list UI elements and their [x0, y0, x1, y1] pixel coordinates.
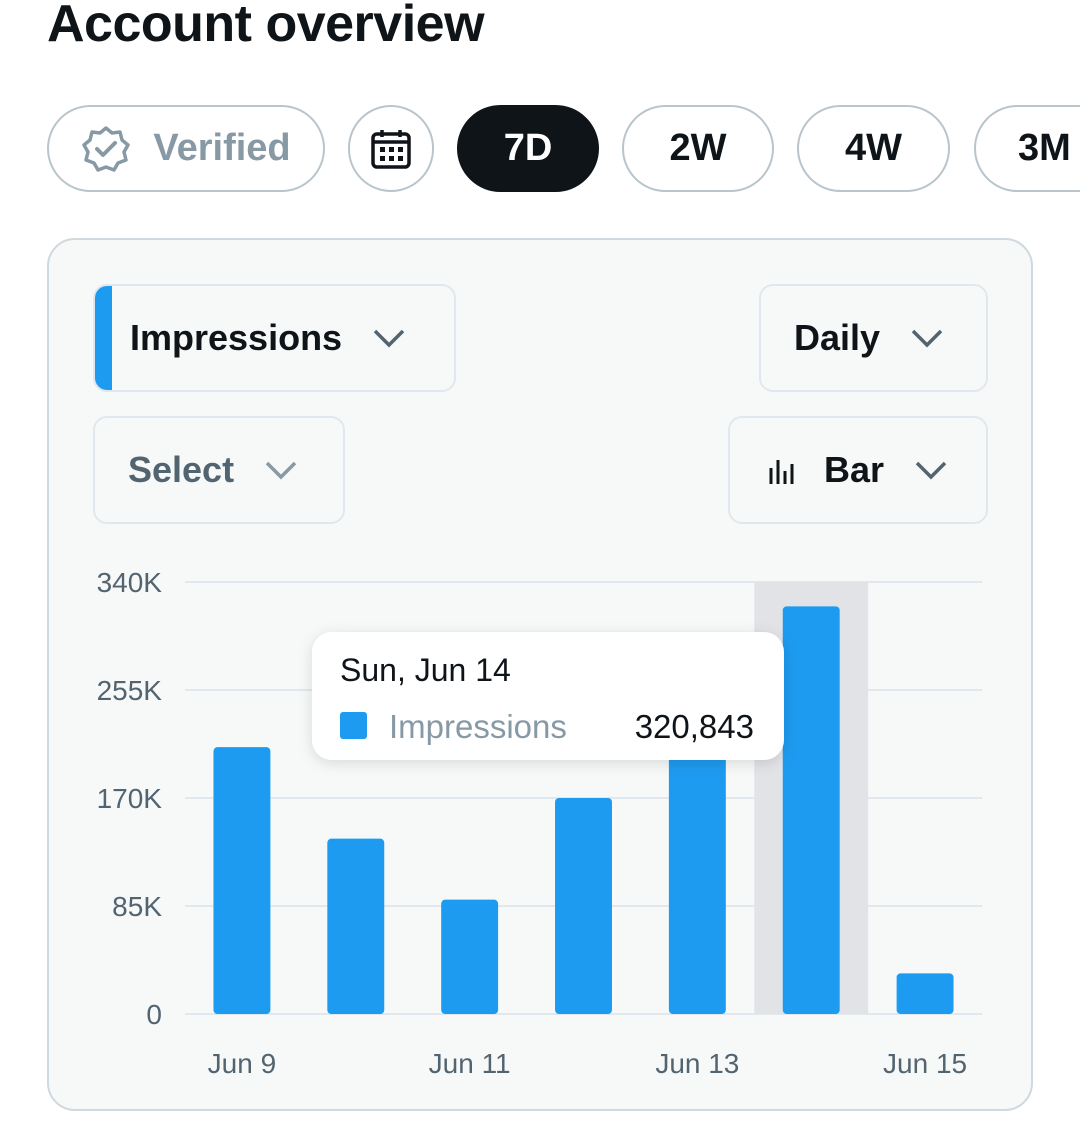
x-tick-label: Jun 15: [883, 1048, 967, 1079]
range-chip[interactable]: 7D: [457, 105, 599, 192]
bar: [896, 973, 954, 1014]
y-tick-label: 85K: [112, 891, 162, 922]
range-chip[interactable]: 4W: [797, 105, 950, 192]
x-tick-label: Jun 11: [429, 1048, 511, 1079]
chevron: [911, 329, 943, 348]
metric-dropdown[interactable]: Impressions: [93, 284, 456, 392]
y-tick-label: 340K: [97, 567, 163, 598]
tooltip-value: 320,843: [635, 708, 754, 745]
metric-label: Impressions: [130, 317, 343, 358]
bar: [213, 747, 271, 1014]
x-tick-label: Jun 9: [208, 1048, 277, 1079]
x-tick-label: Jun 13: [655, 1048, 739, 1079]
verified-chip[interactable]: Verified: [47, 105, 325, 192]
range-chip[interactable]: 3M: [974, 105, 1080, 192]
y-tick-label: 0: [146, 999, 162, 1030]
interval-label: Daily: [794, 317, 881, 358]
y-tick-label: 255K: [97, 675, 163, 706]
chart-type-label: Bar: [824, 449, 885, 490]
compare-label: Select: [128, 449, 235, 490]
page-title: Account overview: [47, 0, 485, 53]
verified-label: Verified: [153, 127, 291, 169]
bar: [327, 838, 385, 1014]
tooltip-box: [312, 632, 784, 760]
y-tick-label: 170K: [97, 783, 163, 814]
metric-color: [95, 286, 112, 390]
bar: [555, 798, 612, 1014]
verified-icon: [82, 125, 131, 172]
bar-icon: [769, 460, 794, 484]
tooltip-swatch: [340, 712, 367, 739]
bar: [668, 702, 726, 1014]
chevron: [373, 329, 405, 348]
chevron: [265, 461, 297, 480]
chart-type-dropdown[interactable]: Bar: [728, 416, 988, 524]
tooltip-series: Impressions: [389, 708, 567, 745]
calendar-icon: [371, 129, 411, 169]
bar: [782, 606, 840, 1014]
interval-dropdown[interactable]: Daily: [759, 284, 988, 392]
range-chip[interactable]: 2W: [622, 105, 774, 192]
bar: [441, 899, 499, 1014]
calendar-chip[interactable]: [348, 105, 434, 192]
tooltip-title: Sun, Jun 14: [340, 652, 511, 688]
chevron: [915, 461, 947, 480]
tooltip: Sun, Jun 14 Impressions 320,843: [312, 632, 784, 760]
compare-dropdown[interactable]: Select: [93, 416, 345, 524]
